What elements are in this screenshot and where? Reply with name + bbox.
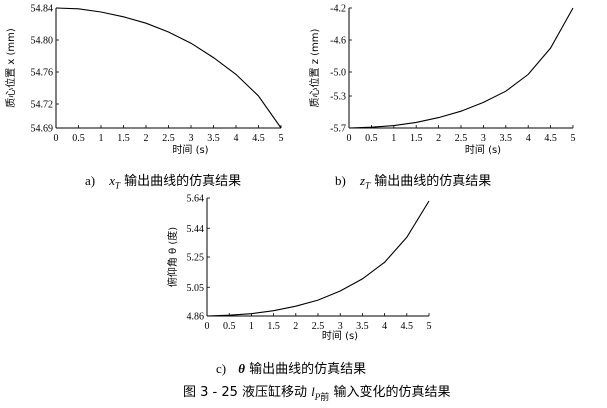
x-tick-label-c: 3.5 — [356, 321, 369, 332]
x-tick-label-c: 0.5 — [223, 321, 236, 332]
y-tick-label-c: 4.86 — [187, 312, 205, 323]
y-tick-label-b: -5.7 — [330, 124, 346, 135]
x-axis-label-c: 时间 (s) — [322, 329, 358, 342]
x-tick-label-a: 4 — [234, 133, 239, 144]
x-tick-label-b: 1 — [391, 133, 396, 144]
x-tick-label-b: 5 — [571, 133, 576, 144]
series-line-a — [55, 7, 282, 129]
y-tick-label-b: -4.2 — [330, 4, 346, 15]
x-tick-label-a: 0 — [54, 133, 59, 144]
x-tick-label-b: 2.5 — [455, 133, 468, 144]
x-tick-label-c: 1 — [249, 321, 254, 332]
y-tick-label-a: 54.69 — [31, 124, 54, 135]
y-tick-label-b: -4.6 — [330, 36, 346, 47]
caption-b-symbol: zT — [359, 173, 371, 191]
x-tick-label-a: 5 — [279, 133, 284, 144]
x-tick-label-c: 2 — [293, 321, 298, 332]
y-axis-label-a: 质心位置 x (mm) — [4, 28, 17, 108]
x-tick-label-c: 5 — [427, 321, 432, 332]
x-tick-label-b: 2 — [436, 133, 441, 144]
x-tick-label-b: 3.5 — [500, 133, 513, 144]
y-axis-label-b: 质心位置 z (mm) — [308, 28, 321, 107]
x-tick-label-a: 2 — [144, 133, 149, 144]
y-tick-label-b: -5.0 — [330, 68, 346, 79]
figure-caption: 图 3 - 25 液压缸移动 lP前 输入变化的仿真结果 — [183, 384, 451, 403]
x-tick-label-c: 1.5 — [267, 321, 280, 332]
series-line-b — [348, 7, 574, 129]
x-tick-label-b: 0.5 — [365, 133, 378, 144]
x-tick-label-b: 3 — [481, 133, 486, 144]
series-line-c — [206, 200, 430, 317]
caption-a: a) xT 输出曲线的仿真结果 — [85, 173, 242, 191]
x-tick-label-a: 0.5 — [72, 133, 85, 144]
x-tick-label-c: 4 — [382, 321, 387, 332]
y-axis-label-c: 俯仰角 θ (度) — [166, 227, 179, 287]
y-tick-label-c: 5.05 — [187, 283, 205, 294]
x-tick-label-b: 0 — [347, 133, 352, 144]
y-tick-label-a: 54.80 — [31, 36, 54, 47]
caption-b: b) zT 输出曲线的仿真结果 — [335, 173, 492, 191]
x-tick-label-c: 0 — [205, 321, 210, 332]
y-tick-label-b: -5.3 — [330, 92, 346, 103]
x-tick-label-b: 1.5 — [410, 133, 423, 144]
y-tick-label-c: 5.25 — [187, 253, 205, 264]
y-tick-label-a: 54.72 — [31, 100, 54, 111]
y-tick-label-a: 54.76 — [31, 68, 54, 79]
x-tick-label-a: 1.5 — [117, 133, 130, 144]
caption-a-symbol: xT — [109, 173, 121, 191]
caption-c-symbol: θ — [238, 361, 245, 376]
x-tick-label-a: 4.5 — [252, 133, 265, 144]
x-axis-label-b: 时间 (s) — [465, 143, 501, 156]
x-tick-label-a: 3 — [189, 133, 194, 144]
y-tick-label-a: 54.84 — [31, 4, 54, 15]
x-tick-label-a: 2.5 — [162, 133, 175, 144]
x-tick-label-a: 1 — [99, 133, 104, 144]
x-tick-label-c: 3 — [338, 321, 343, 332]
y-tick-label-c: 5.44 — [187, 224, 205, 235]
x-tick-label-a: 3.5 — [207, 133, 220, 144]
x-axis-label-a: 时间 (s) — [172, 143, 208, 156]
x-tick-label-c: 2.5 — [312, 321, 325, 332]
caption-c: c) θ 输出曲线的仿真结果 — [216, 361, 367, 377]
x-tick-label-b: 4 — [526, 133, 531, 144]
y-tick-label-c: 5.64 — [187, 194, 205, 205]
x-tick-label-c: 4.5 — [401, 321, 414, 332]
x-tick-label-b: 4.5 — [544, 133, 557, 144]
